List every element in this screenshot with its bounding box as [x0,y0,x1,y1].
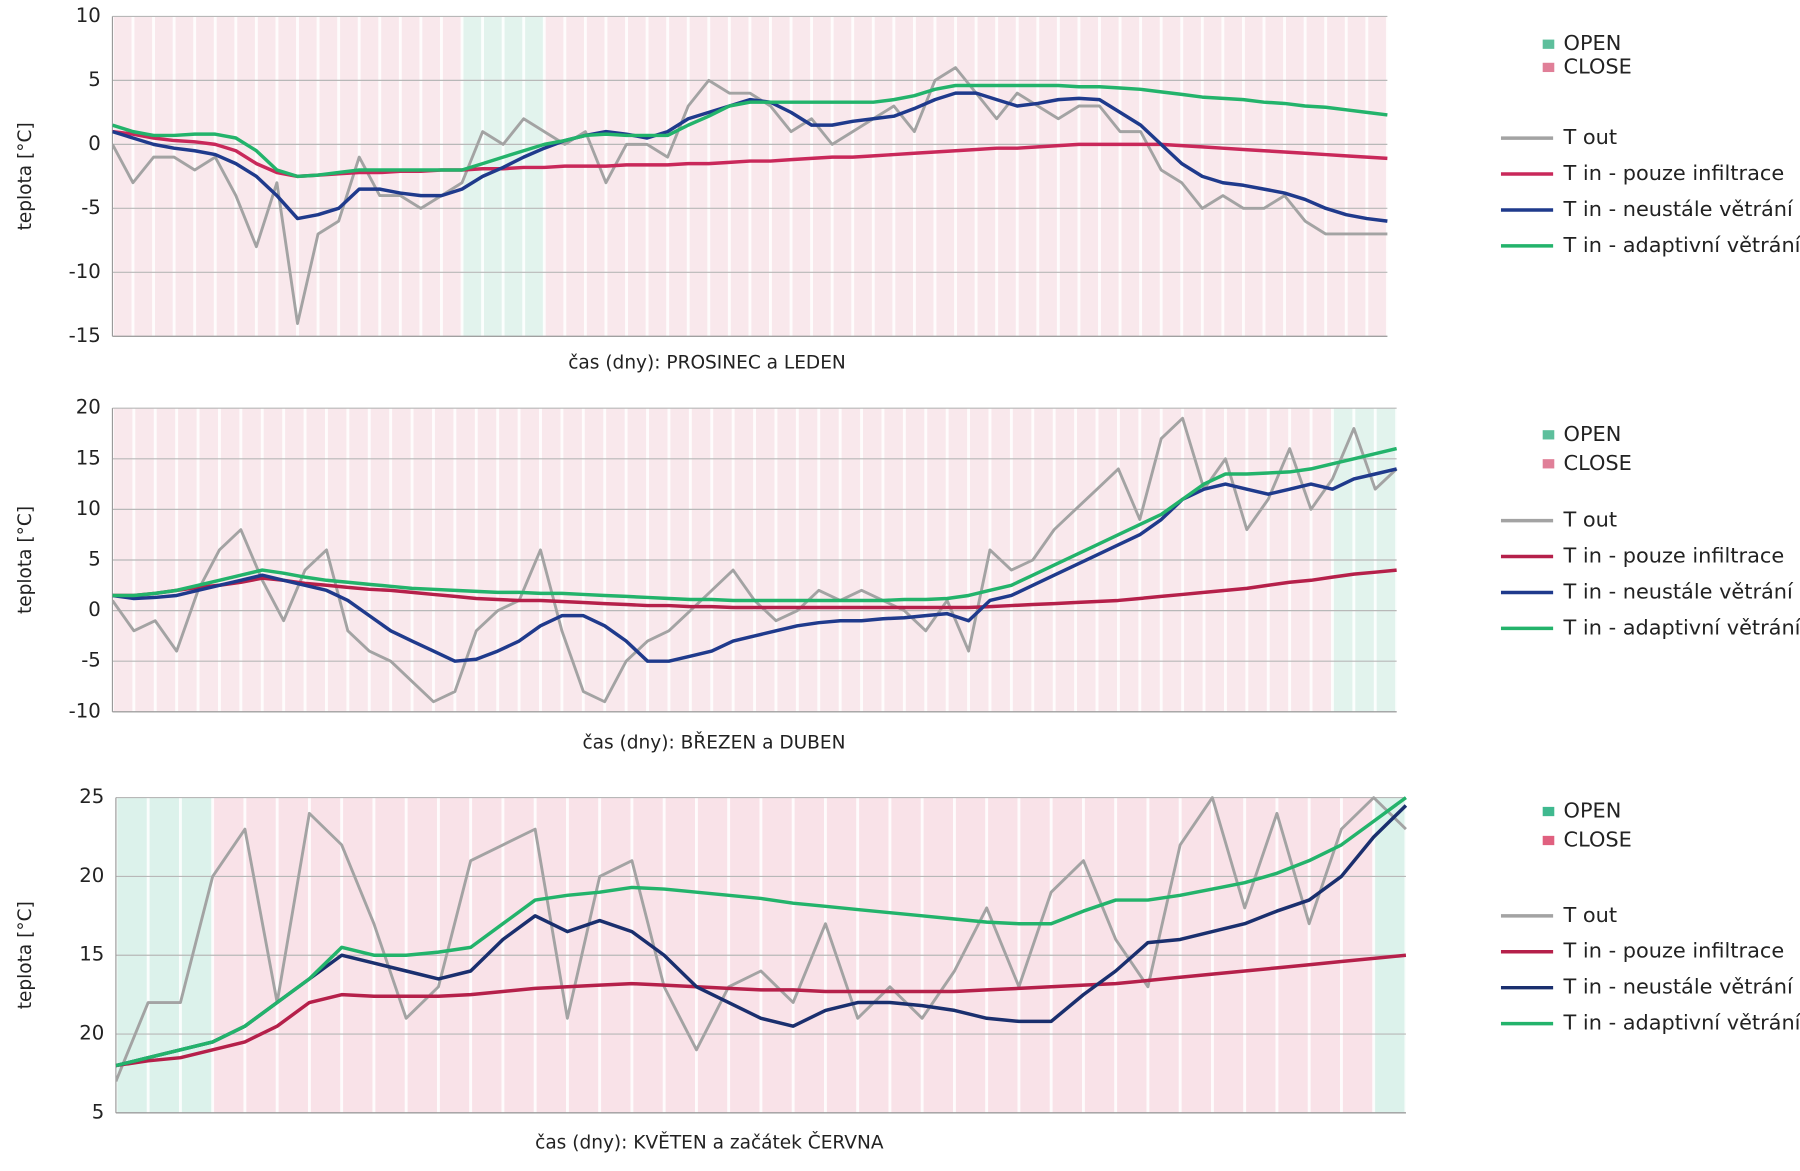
legend-label: T out [1563,903,1618,927]
legend-label: OPEN [1564,31,1622,55]
series-line [112,446,1398,603]
legend-label: CLOSE [1564,827,1632,851]
legend-label: T in - pouze infiltrace [1563,939,1785,963]
legend-swatch [1542,835,1555,846]
y-axis-label: teplota [°C] [15,122,36,230]
legend-label: CLOSE [1564,451,1632,475]
legend-label: T out [1563,508,1618,532]
legend-label: T in - pouze infiltrace [1563,544,1785,568]
legend-label: T out [1563,125,1618,149]
y-tick-label: 5 [88,68,101,91]
legend-swatch [1542,806,1555,817]
chart-panel: -15 -10 -5 0 5 10 teplota [°C] čas (dny): PROSI… [15,4,1800,374]
y-tick-label: -10 [69,260,101,283]
legend-label: T in - neustále větrání [1563,975,1794,999]
y-axis-label: teplota [°C] [15,901,36,1009]
legend-swatch [1542,39,1555,49]
y-tick-label: 20 [76,396,101,419]
y-tick-label: -5 [81,196,101,219]
y-tick-label: 15 [79,943,104,966]
legend-swatch [1542,430,1555,440]
y-tick-label: 0 [88,598,101,621]
legend-swatch [1542,62,1555,73]
series-line [112,83,1388,179]
x-axis-label: čas (dny): BŘEZEN a DUBEN [582,731,845,754]
legend-label: OPEN [1564,422,1622,446]
series-line [115,796,1407,1068]
legend-label: T in - adaptivní větrání [1563,615,1800,639]
y-tick-label: 5 [92,1100,105,1123]
y-tick-label: 20 [79,1022,104,1045]
y-tick-label: -15 [69,324,101,347]
y-tick-label: 10 [76,4,101,27]
series-line [115,804,1408,1068]
legend-label: T in - neustále větrání [1563,197,1794,221]
y-tick-label: 5 [88,548,101,571]
chart-panel: -10 -5 0 5 10 15 20 teplota [°C] čas (dny): BŘEZ… [15,396,1800,754]
series-line [115,796,1407,1082]
legend-label: T in - adaptivní větrání [1563,233,1800,257]
x-axis-label: čas (dny): KVĚTEN a začátek ČERVNA [535,1130,884,1154]
chart-panel: 5 20 15 20 25 teplota [°C] čas (dny): KVĚTEN a… [15,785,1800,1153]
y-tick-label: 25 [79,785,104,808]
x-axis-label: čas (dny): PROSINEC a LEDEN [568,352,846,373]
legend-label: T in - pouze infiltrace [1563,161,1785,185]
series-line [115,953,1407,1068]
legend-label: T in - adaptivní větrání [1563,1011,1800,1035]
y-tick-label: 10 [76,497,101,520]
series-line [112,91,1388,223]
y-tick-label: 0 [88,132,101,155]
y-tick-label: -5 [81,649,101,672]
legend-label: OPEN [1564,799,1622,823]
legend-label: T in - neustále větrání [1563,579,1794,603]
legend-swatch [1542,459,1555,469]
y-axis-label: teplota [°C] [15,506,36,614]
series-line [112,66,1388,326]
y-tick-label: -10 [69,699,101,722]
legend-label: CLOSE [1564,54,1632,78]
series-line [112,568,1397,610]
y-tick-label: 20 [79,864,104,887]
y-tick-label: 15 [76,446,101,469]
